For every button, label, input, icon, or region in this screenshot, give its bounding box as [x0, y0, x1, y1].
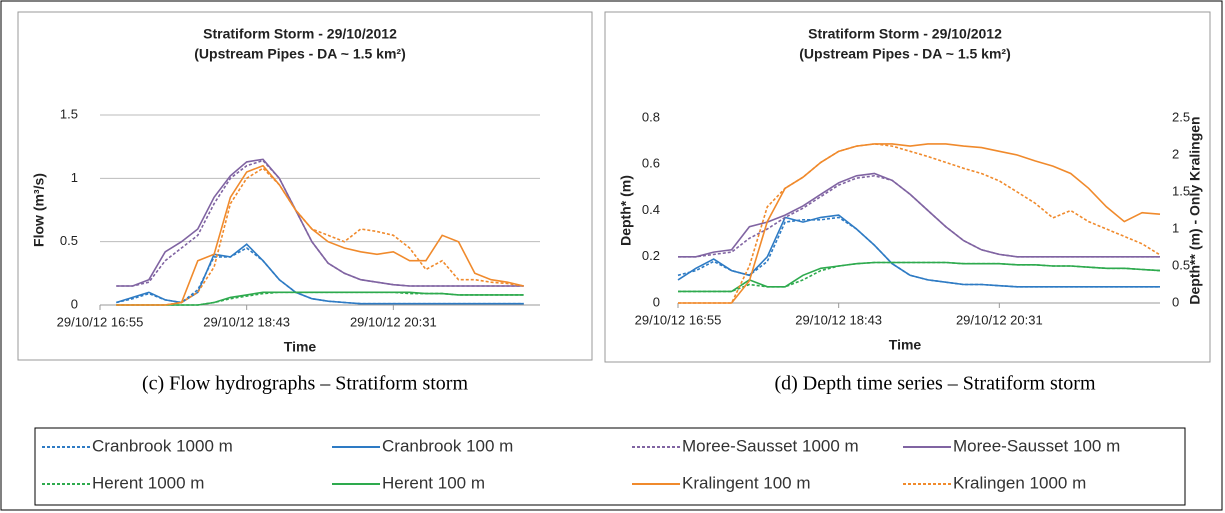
chart-title: Stratiform Storm - 29/10/2012	[203, 26, 397, 42]
series-line	[116, 158, 524, 287]
y-tick-label: 0	[653, 294, 660, 309]
y-tick-label: 0.6	[642, 156, 660, 171]
x-tick-label: 29/10/12 16:55	[57, 314, 144, 329]
legend-box	[34, 427, 1186, 506]
series-line	[678, 172, 1160, 258]
x-tick-label: 29/10/12 16:55	[635, 312, 722, 327]
series-line	[116, 164, 524, 306]
y-tick-label: 0.2	[642, 248, 660, 263]
chart-frame	[604, 11, 1211, 363]
series-line	[678, 143, 1161, 304]
chart-title: Stratiform Storm - 29/10/2012	[808, 26, 1002, 42]
x-tick-label: 29/10/12 20:31	[350, 314, 437, 329]
y2-axis-label: Depth** (m) - Only Kralingen	[1187, 116, 1203, 304]
legend-label: Cranbrook 100 m	[382, 436, 513, 455]
y-tick-label: 0.4	[642, 202, 660, 217]
x-tick-label: 29/10/12 18:43	[795, 312, 882, 327]
series-line	[116, 167, 524, 306]
y-axis-label: Flow (m³/s)	[31, 173, 47, 247]
legend-label: Moree-Sausset 1000 m	[682, 436, 859, 455]
x-axis-label: Time	[889, 337, 922, 353]
series-line	[678, 261, 1161, 293]
y2-tick-label: 0.5	[1172, 257, 1190, 272]
y2-tick-label: 1	[1172, 220, 1179, 235]
chart-frame	[17, 11, 593, 361]
x-tick-label: 29/10/12 18:43	[203, 314, 290, 329]
y2-tick-label: 2.5	[1172, 109, 1190, 124]
y-tick-label: 0.8	[642, 109, 660, 124]
y-axis-label: Depth* (m)	[618, 175, 634, 246]
y2-tick-label: 0	[1172, 294, 1179, 309]
caption: (d) Depth time series – Stratiform storm	[774, 373, 1095, 395]
x-axis-label: Time	[284, 339, 317, 355]
series-line	[116, 243, 524, 305]
y2-tick-label: 2	[1172, 146, 1179, 161]
chart-subtitle: (Upstream Pipes - DA ~ 1.5 km²)	[194, 46, 406, 62]
legend-label: Herent 100 m	[382, 473, 485, 492]
y-tick-label: 1	[71, 170, 78, 185]
x-tick-label: 29/10/12 20:31	[956, 312, 1043, 327]
y2-tick-label: 1.5	[1172, 183, 1190, 198]
caption: (c) Flow hydrographs – Stratiform storm	[142, 373, 469, 395]
y-tick-label: 0	[71, 296, 78, 311]
series-line	[678, 143, 1161, 304]
legend-label: Kralingent 100 m	[682, 473, 811, 492]
chart-subtitle: (Upstream Pipes - DA ~ 1.5 km²)	[799, 46, 1011, 62]
legend-label: Moree-Sausset 100 m	[953, 436, 1120, 455]
series-line	[116, 291, 524, 306]
series-line	[677, 214, 1160, 288]
legend-label: Kralingen 1000 m	[953, 473, 1086, 492]
legend-label: Herent 1000 m	[92, 473, 204, 492]
y-tick-label: 0.5	[60, 233, 78, 248]
y-tick-label: 1.5	[60, 106, 78, 121]
legend-label: Cranbrook 1000 m	[92, 436, 233, 455]
